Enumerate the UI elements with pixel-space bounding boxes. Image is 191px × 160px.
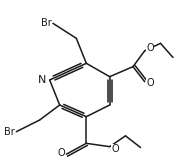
- Text: N: N: [38, 75, 46, 85]
- Text: O: O: [146, 43, 154, 53]
- Text: O: O: [57, 148, 65, 158]
- Text: Br: Br: [4, 127, 15, 137]
- Text: O: O: [111, 144, 119, 154]
- Text: O: O: [146, 77, 154, 88]
- Text: Br: Br: [40, 18, 51, 28]
